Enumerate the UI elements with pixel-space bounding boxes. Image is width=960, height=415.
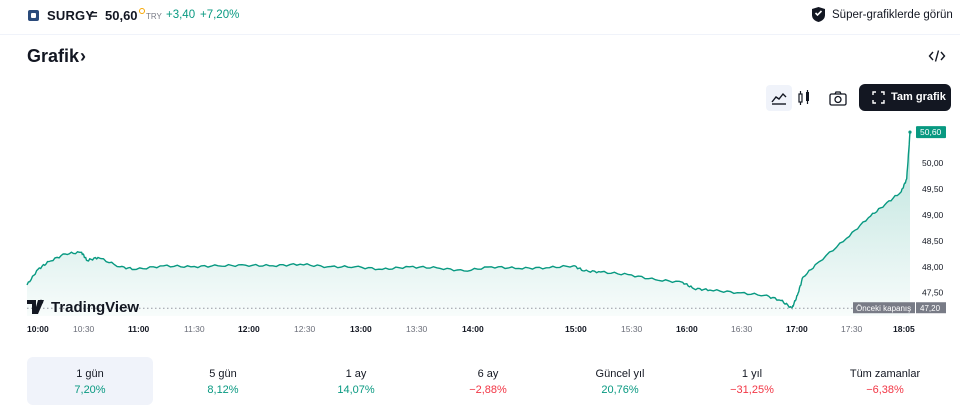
- price-line: [26, 132, 911, 310]
- x-tick-label: 14:00: [462, 324, 484, 334]
- period-label: 1 yıl: [741, 368, 763, 380]
- candle-chart-button[interactable]: [791, 85, 817, 111]
- market-status-icon: [139, 8, 145, 14]
- x-tick-label: 13:30: [406, 324, 428, 334]
- tradingview-logo-dot: [38, 299, 44, 305]
- fullscreen-icon: [872, 91, 885, 104]
- x-tick-label: 12:00: [238, 324, 260, 334]
- period-label: 5 gün: [209, 368, 237, 380]
- x-tick-label: 17:30: [841, 324, 863, 334]
- super-chart-link[interactable]: Süper-grafiklerde görün: [832, 9, 953, 21]
- period-tab[interactable]: 1 ay 14,07%: [293, 357, 419, 405]
- prev-close-label: Önceki kapanış: [856, 304, 911, 313]
- line-chart-button[interactable]: [766, 85, 792, 111]
- x-tick-label: 10:30: [73, 324, 95, 334]
- last-value-label: 50,60: [920, 127, 942, 137]
- embed-code-icon[interactable]: [928, 49, 946, 63]
- tradingview-logo[interactable]: TradingView: [27, 299, 139, 316]
- price-chart[interactable]: Önceki kapanış 47,20 50,00 49,50 49,00 48,50…: [0, 120, 960, 340]
- full-chart-label: Tam grafik: [891, 91, 946, 103]
- period-change: −6,38%: [866, 384, 904, 396]
- chevron-right-icon[interactable]: ›: [80, 46, 86, 66]
- last-value-badge: [916, 126, 946, 139]
- ticker-symbol[interactable]: SURGY: [47, 8, 95, 23]
- period-change: 8,12%: [207, 384, 239, 396]
- x-tick-label: 10:00: [27, 324, 49, 334]
- area-chart-icon: [771, 92, 787, 105]
- period-change: 20,76%: [601, 384, 639, 396]
- x-tick-label: 13:00: [350, 324, 372, 334]
- prev-close-label-bg: [853, 302, 915, 314]
- prev-close-value: 47,20: [920, 304, 941, 313]
- period-selector: 1 gün 7,20% 5 gün 8,12% 1 ay 14,07% 6 ay −2,88%…: [27, 357, 947, 405]
- snapshot-button[interactable]: [825, 85, 851, 111]
- y-tick-label: 49,50: [922, 184, 944, 194]
- period-tab[interactable]: 1 gün 7,20%: [27, 357, 153, 405]
- period-change: 7,20%: [74, 384, 106, 396]
- period-change: −31,25%: [730, 384, 774, 396]
- section-title[interactable]: Grafik: [27, 46, 80, 66]
- x-tick-label: 16:30: [731, 324, 753, 334]
- currency-label: TRY: [146, 12, 162, 21]
- y-tick-label: 49,00: [922, 210, 944, 220]
- x-tick-label: 15:30: [621, 324, 643, 334]
- x-tick-label: 15:00: [565, 324, 587, 334]
- y-tick-label: 50,00: [922, 158, 944, 168]
- candlestick-icon: [798, 90, 809, 105]
- y-tick-label: 48,00: [922, 262, 944, 272]
- period-tab[interactable]: 1 yıl −31,25%: [689, 357, 815, 405]
- period-change: −2,88%: [469, 384, 507, 396]
- period-change: 14,07%: [337, 384, 375, 396]
- last-price: 50,60: [105, 8, 138, 23]
- super-chart-icon[interactable]: [810, 6, 827, 23]
- period-tab[interactable]: Tüm zamanlar −6,38%: [822, 357, 948, 405]
- last-value-dot: [908, 130, 912, 134]
- period-label: Tüm zamanlar: [849, 368, 921, 380]
- x-tick-label: 11:30: [184, 324, 205, 334]
- period-tab[interactable]: Güncel yıl 20,76%: [557, 357, 683, 405]
- x-tick-label: 11:00: [128, 324, 150, 334]
- tradingview-brand-label: TradingView: [51, 299, 139, 316]
- symbol-header: SURGY = 50,60 TRY +3,40 +7,20% Süper-gra…: [0, 0, 960, 35]
- period-label: 1 ay: [345, 368, 367, 380]
- full-chart-button[interactable]: Tam grafik: [859, 84, 951, 111]
- period-tab[interactable]: 6 ay −2,88%: [425, 357, 551, 405]
- price-change-percent: +7,20%: [200, 9, 240, 21]
- period-tab[interactable]: 5 gün 8,12%: [160, 357, 286, 405]
- x-tick-label: 17:00: [786, 324, 808, 334]
- prev-close-value-bg: [916, 302, 946, 314]
- symbol-logo-icon: [28, 10, 39, 21]
- x-tick-label: 18:05: [893, 324, 915, 334]
- period-label: 6 ay: [477, 368, 499, 380]
- price-area-fill: [27, 132, 910, 316]
- x-tick-label: 12:30: [294, 324, 316, 334]
- y-tick-label: 48,50: [922, 236, 944, 246]
- x-tick-label: 16:00: [676, 324, 698, 334]
- period-label: 1 gün: [76, 368, 104, 380]
- y-tick-label: 47,50: [922, 288, 944, 298]
- price-change: +3,40: [166, 9, 196, 21]
- camera-icon: [829, 91, 847, 106]
- period-label: Güncel yıl: [595, 368, 645, 380]
- equals-sign: =: [90, 7, 98, 22]
